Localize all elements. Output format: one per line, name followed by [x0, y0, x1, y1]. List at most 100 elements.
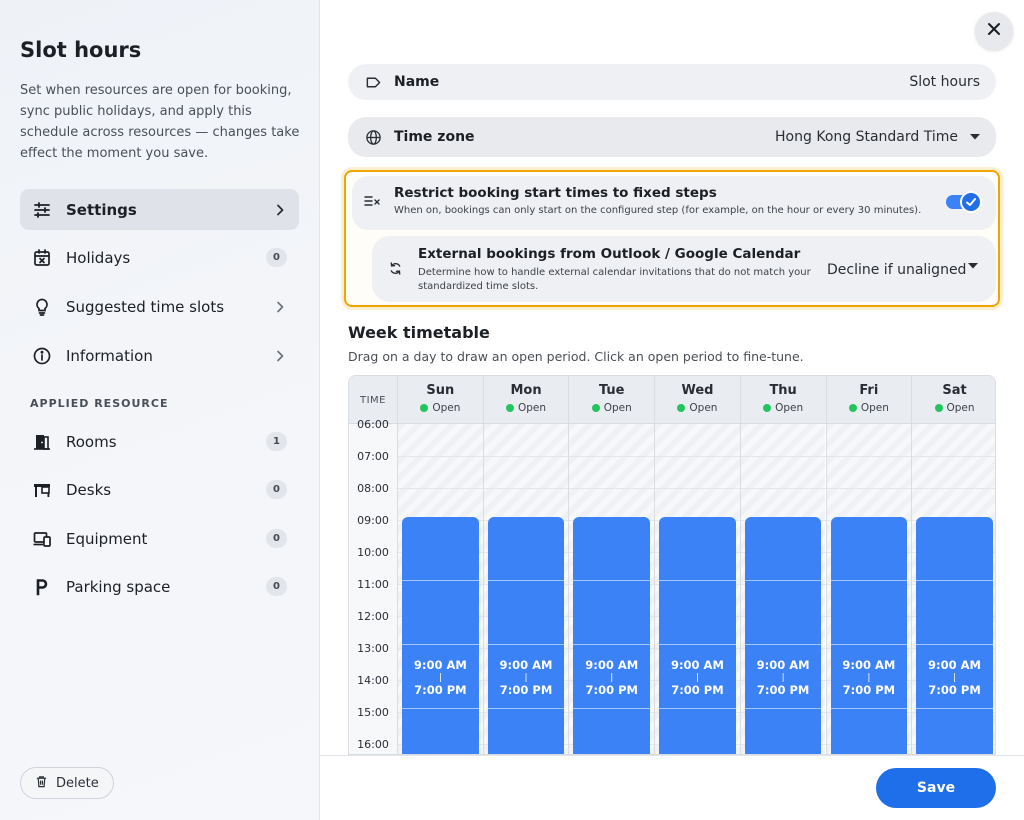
sidebar-item-equipment[interactable]: Equipment 0 — [20, 518, 299, 559]
restrict-toggle[interactable] — [946, 190, 982, 214]
close-button[interactable] — [975, 12, 1013, 50]
hour-label: 09:00 — [357, 514, 389, 527]
day-header-thu[interactable]: Thu Open — [739, 376, 826, 424]
block-hour-line — [830, 580, 908, 581]
grid-line — [740, 456, 827, 457]
chevron-right-icon — [273, 349, 287, 363]
open-end: 7:00 PM — [842, 683, 896, 697]
trash-icon — [35, 775, 48, 792]
grid-line — [398, 488, 484, 489]
sidebar-item-label: Rooms — [66, 432, 117, 451]
day-column-tue[interactable]: 9:00 AM | 7:00 PM — [568, 424, 656, 754]
external-description: Determine how to handle external calenda… — [418, 267, 811, 292]
day-header-tue[interactable]: Tue Open — [568, 376, 654, 424]
block-hour-line — [659, 644, 736, 645]
day-status-label: Open — [689, 402, 718, 414]
tag-icon — [364, 73, 382, 91]
sidebar-item-holidays[interactable]: Holidays 0 — [20, 237, 299, 278]
sync-icon — [388, 261, 404, 277]
restrict-title: Restrict booking start times to fixed st… — [394, 185, 717, 201]
day-column-sun[interactable]: 9:00 AM | 7:00 PM — [397, 424, 484, 754]
sidebar-item-rooms[interactable]: Rooms 1 — [20, 421, 299, 462]
open-period-label: 9:00 AM | 7:00 PM — [573, 659, 650, 697]
hour-label: 14:00 — [357, 674, 389, 687]
name-field[interactable]: Name Slot hours — [348, 64, 996, 100]
hour-label: 16:00 — [357, 738, 389, 751]
open-end: 7:00 PM — [671, 683, 724, 697]
check-icon — [960, 191, 982, 213]
block-hour-line — [487, 644, 565, 645]
open-period-block[interactable]: 9:00 AM | 7:00 PM — [916, 517, 993, 754]
sidebar-item-label: Information — [66, 346, 153, 365]
day-name: Thu — [769, 383, 797, 398]
sidebar-item-information[interactable]: Information — [20, 335, 299, 376]
week-timetable-heading: Week timetable — [348, 323, 490, 342]
day-status: Open — [398, 402, 483, 414]
status-dot-icon — [677, 404, 686, 412]
open-separator: | — [524, 673, 528, 683]
count-badge: 0 — [266, 480, 287, 499]
hour-label: 12:00 — [357, 610, 389, 623]
grid-line — [826, 456, 913, 457]
open-period-block[interactable]: 9:00 AM | 7:00 PM — [659, 517, 736, 754]
block-hour-line — [830, 708, 908, 709]
day-status-label: Open — [946, 402, 975, 414]
sidebar-item-suggested-time-slots[interactable]: Suggested time slots — [20, 286, 299, 327]
open-period-block[interactable]: 9:00 AM | 7:00 PM — [573, 517, 651, 754]
open-separator: | — [781, 673, 785, 683]
block-hour-line — [659, 580, 736, 581]
save-button[interactable]: Save — [876, 768, 996, 808]
external-title: External bookings from Outlook / Google … — [418, 246, 801, 262]
external-bookings-select[interactable]: External bookings from Outlook / Google … — [372, 236, 996, 302]
block-hour-line — [744, 708, 822, 709]
day-name: Fri — [859, 383, 879, 398]
block-hour-line — [573, 644, 651, 645]
sidebar-item-parking-space[interactable]: Parking space 0 — [20, 566, 299, 607]
block-hour-line — [744, 580, 822, 581]
name-value: Slot hours — [909, 74, 980, 90]
day-name: Mon — [510, 383, 542, 398]
day-column-mon[interactable]: 9:00 AM | 7:00 PM — [482, 424, 570, 754]
timezone-value: Hong Kong Standard Time — [775, 129, 958, 145]
hour-label: 13:00 — [357, 642, 389, 655]
open-end: 7:00 PM — [756, 683, 810, 697]
day-header-wed[interactable]: Wed Open — [654, 376, 740, 424]
grid-line — [912, 488, 995, 489]
time-column-label: TIME — [359, 394, 386, 406]
time-gutter: 06:00 07:00 08:00 09:00 10:00 11:00 12:00 13:00… — [349, 418, 397, 754]
day-column-fri[interactable]: 9:00 AM | 7:00 PM — [825, 424, 913, 754]
grid-line — [569, 488, 656, 489]
day-header-mon[interactable]: Mon Open — [482, 376, 569, 424]
open-period-block[interactable]: 9:00 AM | 7:00 PM — [402, 517, 479, 754]
open-period-block[interactable]: 9:00 AM | 7:00 PM — [744, 517, 822, 754]
open-start: 9:00 AM — [842, 658, 896, 672]
grid-line — [483, 456, 570, 457]
day-header-sun[interactable]: Sun Open — [397, 376, 483, 424]
block-hour-line — [402, 708, 479, 709]
day-column-thu[interactable]: 9:00 AM | 7:00 PM — [739, 424, 827, 754]
open-start: 9:00 AM — [585, 658, 639, 672]
open-period-block[interactable]: 9:00 AM | 7:00 PM — [487, 517, 565, 754]
lightbulb-icon — [32, 297, 52, 317]
open-start: 9:00 AM — [670, 658, 724, 672]
day-header-fri[interactable]: Fri Open — [825, 376, 912, 424]
open-start: 9:00 AM — [928, 658, 981, 672]
day-column-wed[interactable]: 9:00 AM | 7:00 PM — [654, 424, 741, 754]
timezone-select[interactable]: Time zone Hong Kong Standard Time — [348, 117, 996, 157]
sidebar-item-desks[interactable]: Desks 0 — [20, 469, 299, 510]
day-status-label: Open — [860, 402, 889, 414]
timezone-label: Time zone — [394, 129, 475, 145]
day-header-sat[interactable]: Sat Open — [911, 376, 995, 424]
day-status: Open — [912, 402, 995, 414]
sidebar-item-settings[interactable]: Settings — [20, 189, 299, 230]
day-column-sat[interactable]: 9:00 AM | 7:00 PM — [911, 424, 995, 754]
day-status: Open — [741, 402, 826, 414]
grid-line — [655, 488, 741, 489]
open-period-block[interactable]: 9:00 AM | 7:00 PM — [830, 517, 908, 754]
block-hour-line — [402, 644, 479, 645]
delete-button[interactable]: Delete — [20, 767, 114, 799]
open-end: 7:00 PM — [928, 683, 981, 697]
day-status-label: Open — [603, 402, 632, 414]
restrict-start-times-row[interactable]: Restrict booking start times to fixed st… — [352, 176, 996, 230]
delete-label: Delete — [56, 775, 99, 791]
